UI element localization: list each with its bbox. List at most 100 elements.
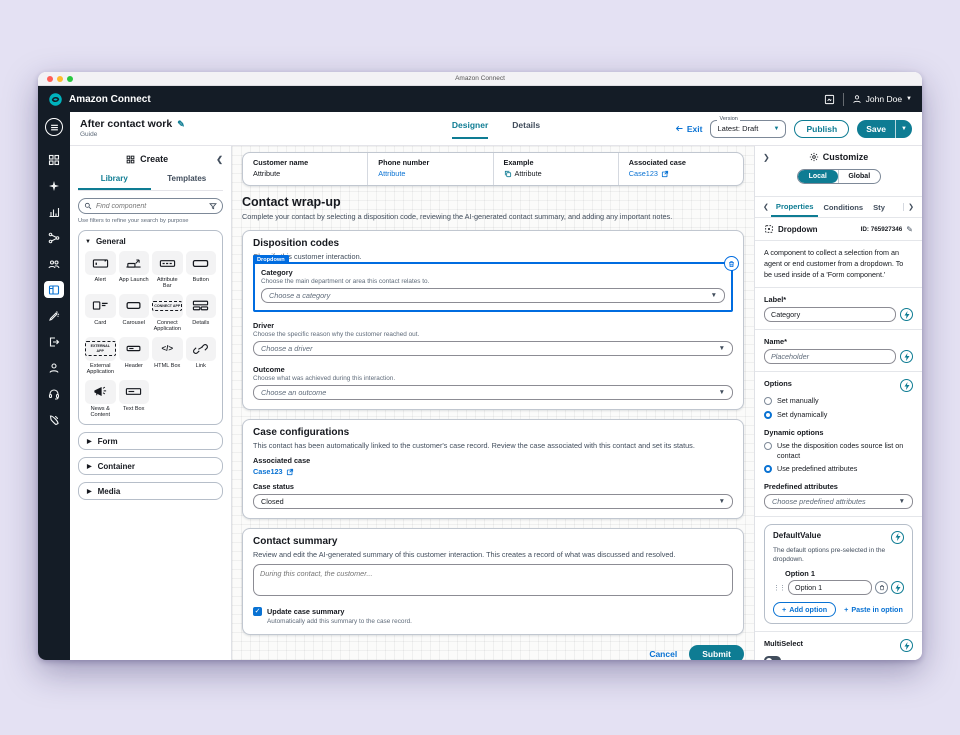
drag-handle-icon[interactable]: ⋮⋮ xyxy=(773,584,786,592)
delete-component-button[interactable] xyxy=(724,256,739,271)
find-component-search[interactable] xyxy=(78,198,223,214)
publish-button[interactable]: Publish xyxy=(794,119,850,138)
user-menu[interactable]: John Doe ▼ xyxy=(852,94,912,104)
radio-set-dynamically[interactable]: Set dynamically xyxy=(764,410,913,420)
case123-link[interactable]: Case123 xyxy=(253,467,283,476)
set-dynamically-button[interactable] xyxy=(891,530,904,544)
view-tabs: Designer Details xyxy=(70,120,922,139)
tab-details[interactable]: Details xyxy=(512,120,541,130)
scope-global[interactable]: Global xyxy=(838,170,880,183)
multiselect-toggle[interactable] xyxy=(764,656,781,660)
person-icon[interactable] xyxy=(44,359,64,376)
attribute-bar-component[interactable]: Customer name Attribute Phone number Att… xyxy=(242,152,744,186)
maximize-window-button[interactable] xyxy=(67,76,73,82)
category-select[interactable]: Choose a category ▼ xyxy=(261,288,725,303)
component-tile-button[interactable]: Button xyxy=(185,251,216,290)
radio-disposition-source[interactable]: Use the disposition codes source list on… xyxy=(764,441,913,460)
minimize-window-button[interactable] xyxy=(57,76,63,82)
cancel-button[interactable]: Cancel xyxy=(649,649,678,659)
component-tile-alert[interactable]: Alert xyxy=(85,251,116,290)
tabs-scroll-left-icon[interactable]: ❮ xyxy=(763,204,769,211)
users-icon[interactable] xyxy=(44,255,64,272)
disposition-codes-card[interactable]: Disposition codes Classify this customer… xyxy=(242,230,744,410)
media-section-header[interactable]: ▶ Media xyxy=(78,482,223,501)
submit-button[interactable]: Submit xyxy=(689,645,744,660)
radio-predefined-attributes[interactable]: Use predefined attributes xyxy=(764,464,913,474)
box-arrow-icon[interactable] xyxy=(44,333,64,350)
headset-icon[interactable] xyxy=(44,385,64,402)
tab-designer[interactable]: Designer xyxy=(451,120,489,139)
component-tile-external-application[interactable]: EXTERNAL APP External Application xyxy=(85,336,116,376)
component-tile-header[interactable]: Header xyxy=(118,336,149,376)
paste-in-option-button[interactable]: + Paste in option xyxy=(844,605,903,615)
component-tile-news-content[interactable]: News & Content xyxy=(85,379,116,419)
close-window-button[interactable] xyxy=(47,76,53,82)
set-dynamically-button[interactable] xyxy=(900,379,913,393)
attribute-example: Example Attribute xyxy=(492,153,618,185)
remove-option-button[interactable] xyxy=(875,581,888,595)
workspace-icon[interactable] xyxy=(824,94,835,105)
component-tile-card[interactable]: Card xyxy=(85,293,116,333)
container-section-header[interactable]: ▶ Container xyxy=(78,457,223,476)
add-option-button[interactable]: + Add option xyxy=(773,602,837,618)
dashboard-icon[interactable] xyxy=(44,151,64,168)
predefined-attributes-select[interactable]: Choose predefined attributes ▼ xyxy=(764,493,913,509)
component-tile-details[interactable]: Details xyxy=(185,293,216,333)
option-input[interactable] xyxy=(788,580,872,596)
tab-style[interactable]: Sty xyxy=(873,203,885,212)
scope-local[interactable]: Local xyxy=(797,170,838,183)
name-input[interactable] xyxy=(764,349,896,365)
scope-toggle[interactable]: Local Global xyxy=(796,169,881,184)
collapse-properties-icon[interactable]: ❯ xyxy=(763,153,770,162)
copy-icon[interactable] xyxy=(504,170,512,178)
collapse-library-icon[interactable]: ❮ xyxy=(216,154,223,164)
save-options-caret[interactable]: ▼ xyxy=(895,119,912,138)
component-tile-html-box[interactable]: </> HTML Box xyxy=(152,336,183,376)
summary-textarea[interactable] xyxy=(253,564,733,596)
version-dropdown[interactable]: Version Latest: Draft ▼ xyxy=(710,115,787,138)
set-dynamically-button[interactable] xyxy=(900,308,913,322)
set-dynamically-button[interactable] xyxy=(900,639,913,653)
sparkle-ai-icon[interactable] xyxy=(44,177,64,194)
alert-icon xyxy=(85,251,116,275)
case-link[interactable]: Case123 xyxy=(628,169,658,178)
case-status-select[interactable]: Closed ▼ xyxy=(253,494,733,509)
edit-id-icon[interactable]: ✎ xyxy=(906,224,913,234)
analytics-icon[interactable] xyxy=(44,203,64,220)
flows-icon[interactable] xyxy=(44,229,64,246)
component-tile-app-launch[interactable]: App Launch xyxy=(118,251,149,290)
tab-conditions[interactable]: Conditions xyxy=(823,203,864,212)
edit-title-icon[interactable]: ✎ xyxy=(177,118,185,129)
tabs-scroll-right-icon[interactable]: ❯ xyxy=(903,203,916,211)
ui-builder-icon[interactable] xyxy=(44,281,64,298)
selected-dropdown-component[interactable]: Dropdown Category Choose the main depart… xyxy=(253,255,739,312)
set-dynamically-button[interactable] xyxy=(900,350,913,364)
component-tile-connect-application[interactable]: CONNECT APP Connect Application xyxy=(152,293,183,333)
general-section-header[interactable]: ▼ General xyxy=(85,237,126,246)
radio-set-manually[interactable]: Set manually xyxy=(764,396,913,406)
component-tile-link[interactable]: Link xyxy=(185,336,216,376)
tab-library[interactable]: Library xyxy=(78,170,151,190)
contact-summary-card[interactable]: Contact summary Review and edit the AI-g… xyxy=(242,528,744,635)
driver-select[interactable]: Choose a driver ▼ xyxy=(253,341,733,356)
tab-properties[interactable]: Properties xyxy=(770,197,819,217)
update-case-summary-checkbox[interactable]: ✓ xyxy=(253,607,262,616)
label-input[interactable] xyxy=(764,307,896,323)
pen-icon[interactable] xyxy=(44,307,64,324)
save-button[interactable]: Save ▼ xyxy=(857,119,912,138)
form-section-header[interactable]: ▶ Form xyxy=(78,432,223,451)
tab-templates[interactable]: Templates xyxy=(167,174,207,183)
component-tile-attribute-bar[interactable]: Attribute Bar xyxy=(152,251,183,290)
outcome-select[interactable]: Choose an outcome ▼ xyxy=(253,385,733,400)
phone-calls-icon[interactable] xyxy=(44,411,64,428)
designer-canvas[interactable]: Customer name Attribute Phone number Att… xyxy=(232,146,754,660)
set-dynamically-button[interactable] xyxy=(891,581,904,595)
filter-icon[interactable] xyxy=(209,202,217,210)
component-tile-carousel[interactable]: Carousel xyxy=(118,293,149,333)
exit-button[interactable]: Exit xyxy=(675,124,702,134)
search-input[interactable] xyxy=(96,202,205,210)
component-tile-text-box[interactable]: Text Box xyxy=(118,379,149,419)
case-configurations-card[interactable]: Case configurations This contact has bee… xyxy=(242,419,744,519)
attribute-link[interactable]: Attribute xyxy=(378,169,406,178)
menu-button[interactable] xyxy=(45,118,63,136)
